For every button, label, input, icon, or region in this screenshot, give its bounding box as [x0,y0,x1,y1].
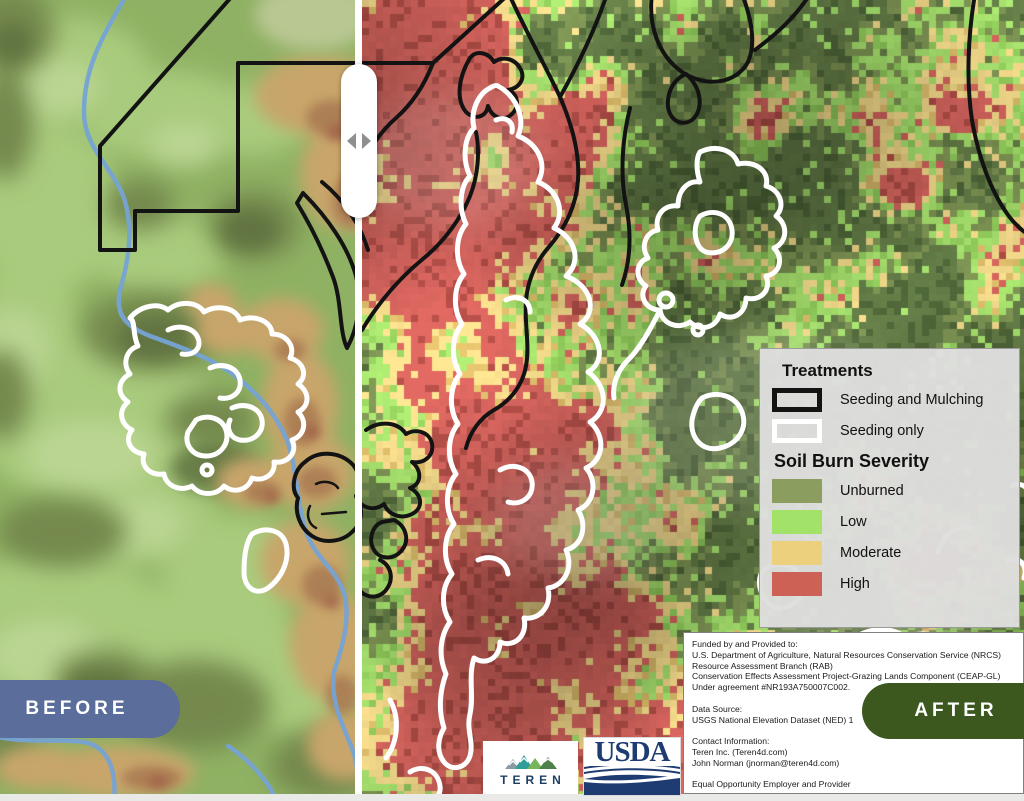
legend-row-seeding-mulching: Seeding and Mulching [772,388,1019,412]
credits-line: Data Source: [692,703,743,714]
comparison-slider-handle[interactable] [341,64,377,218]
credits-line: Equal Opportunity Employer and Provider [692,779,851,790]
credits-line: Funded by and Provided to: [692,639,798,649]
credits-line: U.S. Department of Agriculture, Natural … [692,649,1002,660]
low-swatch [772,510,822,534]
legend-label: Low [840,514,867,530]
credits-line: Under agreement #NR193A750007C002. [692,682,851,693]
bottom-border-strip [0,794,1024,801]
before-button[interactable]: BEFORE [0,680,180,738]
credits-line [692,769,1019,780]
before-label: BEFORE [25,698,129,719]
credits-line: John Norman (jnorman@teren4d.com) [692,757,840,768]
after-button[interactable]: AFTER [862,683,1024,739]
legend-label: Unburned [840,483,904,499]
slider-right-arrow-icon [362,133,371,149]
high-swatch [772,572,822,596]
seeding-mulching-swatch [772,388,822,412]
seeding-only-swatch [772,419,822,443]
teren-logo: TEREN [483,741,578,794]
moderate-swatch [772,541,822,565]
legend-row-moderate: Moderate [772,541,1019,565]
credits-line: Contact Information: [692,736,770,747]
comparison-divider[interactable] [355,0,362,794]
after-label: AFTER [914,700,998,721]
usda-logo: USDA [583,737,681,796]
legend-label: Seeding and Mulching [840,392,984,408]
usda-symbol-icon [584,763,680,795]
unburned-swatch [772,479,822,503]
legend-severity-title: Soil Burn Severity [774,451,930,471]
before-terrain-map [0,0,362,794]
legend-row-seeding-only: Seeding only [772,419,1019,443]
legend-row-low: Low [772,510,1019,534]
credits-line: Conservation Effects Assessment Project-… [692,671,1001,682]
credits-line: Resource Assessment Branch (RAB) [692,660,833,671]
legend-label: High [840,576,870,592]
legend-panel: Treatments Seeding and Mulching Seeding … [759,348,1020,628]
legend-row-high: High [772,572,1019,596]
credits-line: USGS National Elevation Dataset (NED) 1 [692,714,854,725]
teren-logo-text: TEREN [500,773,566,787]
before-map-pane[interactable] [0,0,362,794]
legend-row-unburned: Unburned [772,479,1019,503]
legend-label: Moderate [840,545,902,561]
usda-logo-text: USDA [594,736,671,768]
teren-mountains-icon [504,755,557,769]
credits-line: Teren Inc. (Teren4d.com) [692,746,788,757]
legend-treatments-title: Treatments [782,361,873,380]
slider-left-arrow-icon [347,133,356,149]
legend-label: Seeding only [840,423,924,439]
